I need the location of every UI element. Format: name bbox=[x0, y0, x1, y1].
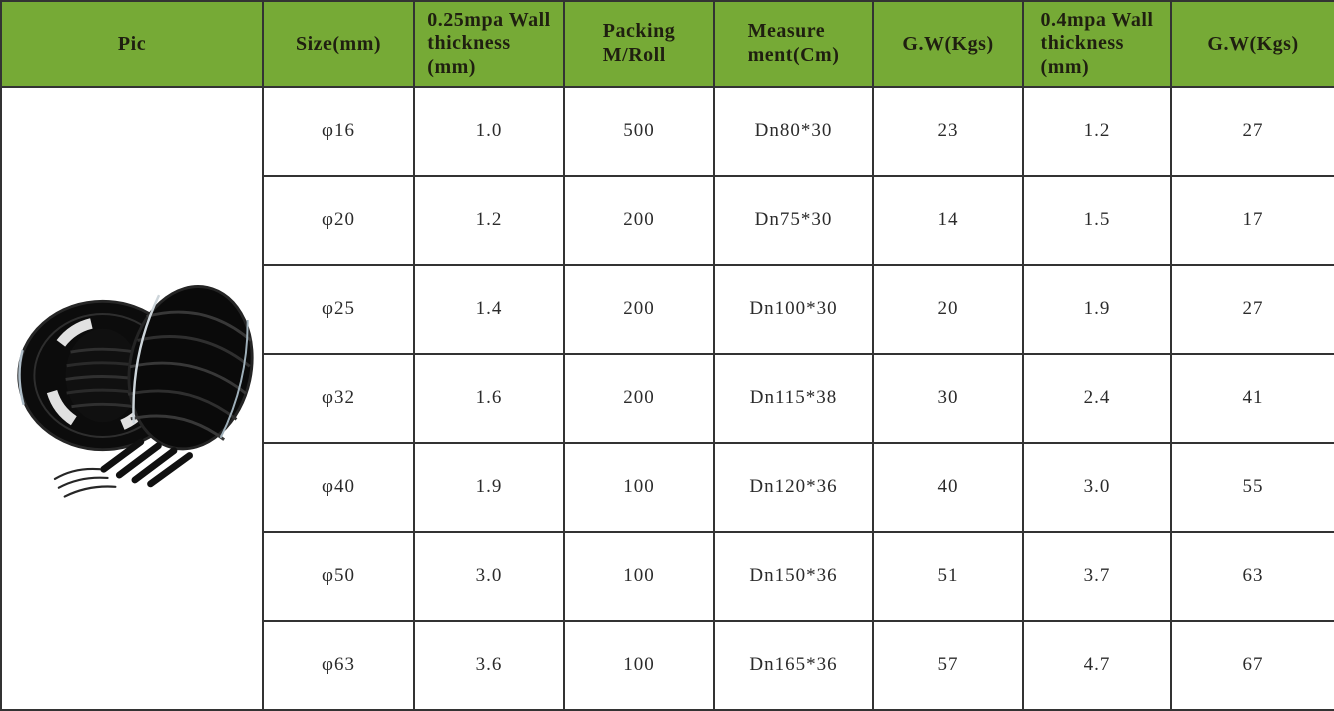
cell-packing: 200 bbox=[563, 263, 715, 355]
cell-gw1: 14 bbox=[872, 174, 1024, 266]
cell-gw2: 67 bbox=[1170, 619, 1334, 711]
column-header-wall-025mpa: 0.25mpa Wall thickness (mm) bbox=[413, 0, 565, 88]
cell-wall-04: 1.2 bbox=[1022, 86, 1172, 177]
cell-wall-025: 3.0 bbox=[413, 530, 565, 622]
cell-gw2: 27 bbox=[1170, 86, 1334, 177]
cell-packing: 200 bbox=[563, 174, 715, 266]
cell-wall-04: 1.5 bbox=[1022, 174, 1172, 266]
column-header-measurement: Measure ment(Cm) bbox=[713, 0, 874, 88]
cell-size: φ25 bbox=[262, 263, 415, 355]
table-row: φ16 1.0 500 Dn80*30 23 1.2 27 bbox=[0, 86, 1334, 711]
cell-gw1: 40 bbox=[872, 441, 1024, 533]
table-row: φ32 1.6 200 Dn115*38 30 2.4 41 bbox=[1, 352, 1334, 444]
product-pic-cell bbox=[0, 86, 264, 711]
header-row: Pic Size(mm) 0.25mpa Wall thickness (mm)… bbox=[0, 0, 1334, 88]
column-header-label: Size(mm) bbox=[295, 32, 382, 55]
cell-wall-04: 2.4 bbox=[1022, 352, 1172, 444]
cell-measurement: Dn150*36 bbox=[713, 530, 874, 622]
cell-gw1: 30 bbox=[872, 352, 1024, 444]
cell-wall-025: 1.2 bbox=[413, 174, 565, 266]
right-pipe-coil bbox=[127, 284, 254, 450]
column-header-wall-04mpa: 0.4mpa Wall thickness (mm) bbox=[1022, 0, 1172, 88]
table-row: φ50 3.0 100 Dn150*36 51 3.7 63 bbox=[1, 530, 1334, 622]
pipe-stick-samples bbox=[100, 437, 193, 487]
cell-measurement: Dn120*36 bbox=[713, 441, 874, 533]
cell-wall-025: 1.6 bbox=[413, 352, 565, 444]
cell-size: φ16 bbox=[262, 86, 415, 177]
cell-measurement: Dn75*30 bbox=[713, 174, 874, 266]
cell-gw2: 17 bbox=[1170, 174, 1334, 266]
cell-packing: 100 bbox=[563, 619, 715, 711]
cell-packing: 500 bbox=[563, 86, 715, 177]
cell-wall-025: 1.0 bbox=[413, 86, 565, 177]
cell-gw2: 41 bbox=[1170, 352, 1334, 444]
cell-packing: 200 bbox=[563, 352, 715, 444]
column-header-gw-1: G.W(Kgs) bbox=[872, 0, 1024, 88]
cell-wall-04: 1.9 bbox=[1022, 263, 1172, 355]
cell-size: φ50 bbox=[262, 530, 415, 622]
cell-size: φ32 bbox=[262, 352, 415, 444]
cell-wall-04: 3.7 bbox=[1022, 530, 1172, 622]
column-header-label: Packing M/Roll bbox=[602, 20, 676, 66]
cell-measurement: Dn80*30 bbox=[713, 86, 874, 177]
cell-measurement: Dn165*36 bbox=[713, 619, 874, 711]
cell-wall-025: 1.9 bbox=[413, 441, 565, 533]
column-header-label: Measure ment(Cm) bbox=[747, 20, 840, 66]
cell-packing: 100 bbox=[563, 530, 715, 622]
thin-wire-samples bbox=[53, 467, 117, 498]
cell-gw2: 63 bbox=[1170, 530, 1334, 622]
cell-gw1: 51 bbox=[872, 530, 1024, 622]
cell-size: φ20 bbox=[262, 174, 415, 266]
column-header-label: G.W(Kgs) bbox=[1207, 32, 1299, 55]
cell-size: φ63 bbox=[262, 619, 415, 711]
cell-wall-04: 3.0 bbox=[1022, 441, 1172, 533]
cell-measurement: Dn100*30 bbox=[713, 263, 874, 355]
cell-gw1: 57 bbox=[872, 619, 1024, 711]
column-header-label: 0.25mpa Wall thickness (mm) bbox=[427, 8, 551, 78]
pipe-coils-image bbox=[17, 284, 254, 498]
table-row: φ40 1.9 100 Dn120*36 40 3.0 55 bbox=[1, 441, 1334, 533]
cell-measurement: Dn115*38 bbox=[713, 352, 874, 444]
cell-wall-025: 1.4 bbox=[413, 263, 565, 355]
cell-wall-04: 4.7 bbox=[1022, 619, 1172, 711]
cell-gw1: 23 bbox=[872, 86, 1024, 177]
column-header-label: Pic bbox=[117, 32, 147, 55]
column-header-label: 0.4mpa Wall thickness (mm) bbox=[1040, 8, 1154, 78]
column-header-size: Size(mm) bbox=[262, 0, 415, 88]
cell-size: φ40 bbox=[262, 441, 415, 533]
table-row: φ63 3.6 100 Dn165*36 57 4.7 67 bbox=[1, 619, 1334, 711]
column-header-gw-2: G.W(Kgs) bbox=[1170, 0, 1334, 88]
cell-gw1: 20 bbox=[872, 263, 1024, 355]
table-row: φ20 1.2 200 Dn75*30 14 1.5 17 bbox=[1, 174, 1334, 266]
column-header-label: G.W(Kgs) bbox=[902, 32, 994, 55]
cell-gw2: 27 bbox=[1170, 263, 1334, 355]
cell-gw2: 55 bbox=[1170, 441, 1334, 533]
column-header-packing: Packing M/Roll bbox=[563, 0, 715, 88]
cell-wall-025: 3.6 bbox=[413, 619, 565, 711]
column-header-pic: Pic bbox=[0, 0, 264, 88]
table-row: φ25 1.4 200 Dn100*30 20 1.9 27 bbox=[1, 263, 1334, 355]
cell-packing: 100 bbox=[563, 441, 715, 533]
